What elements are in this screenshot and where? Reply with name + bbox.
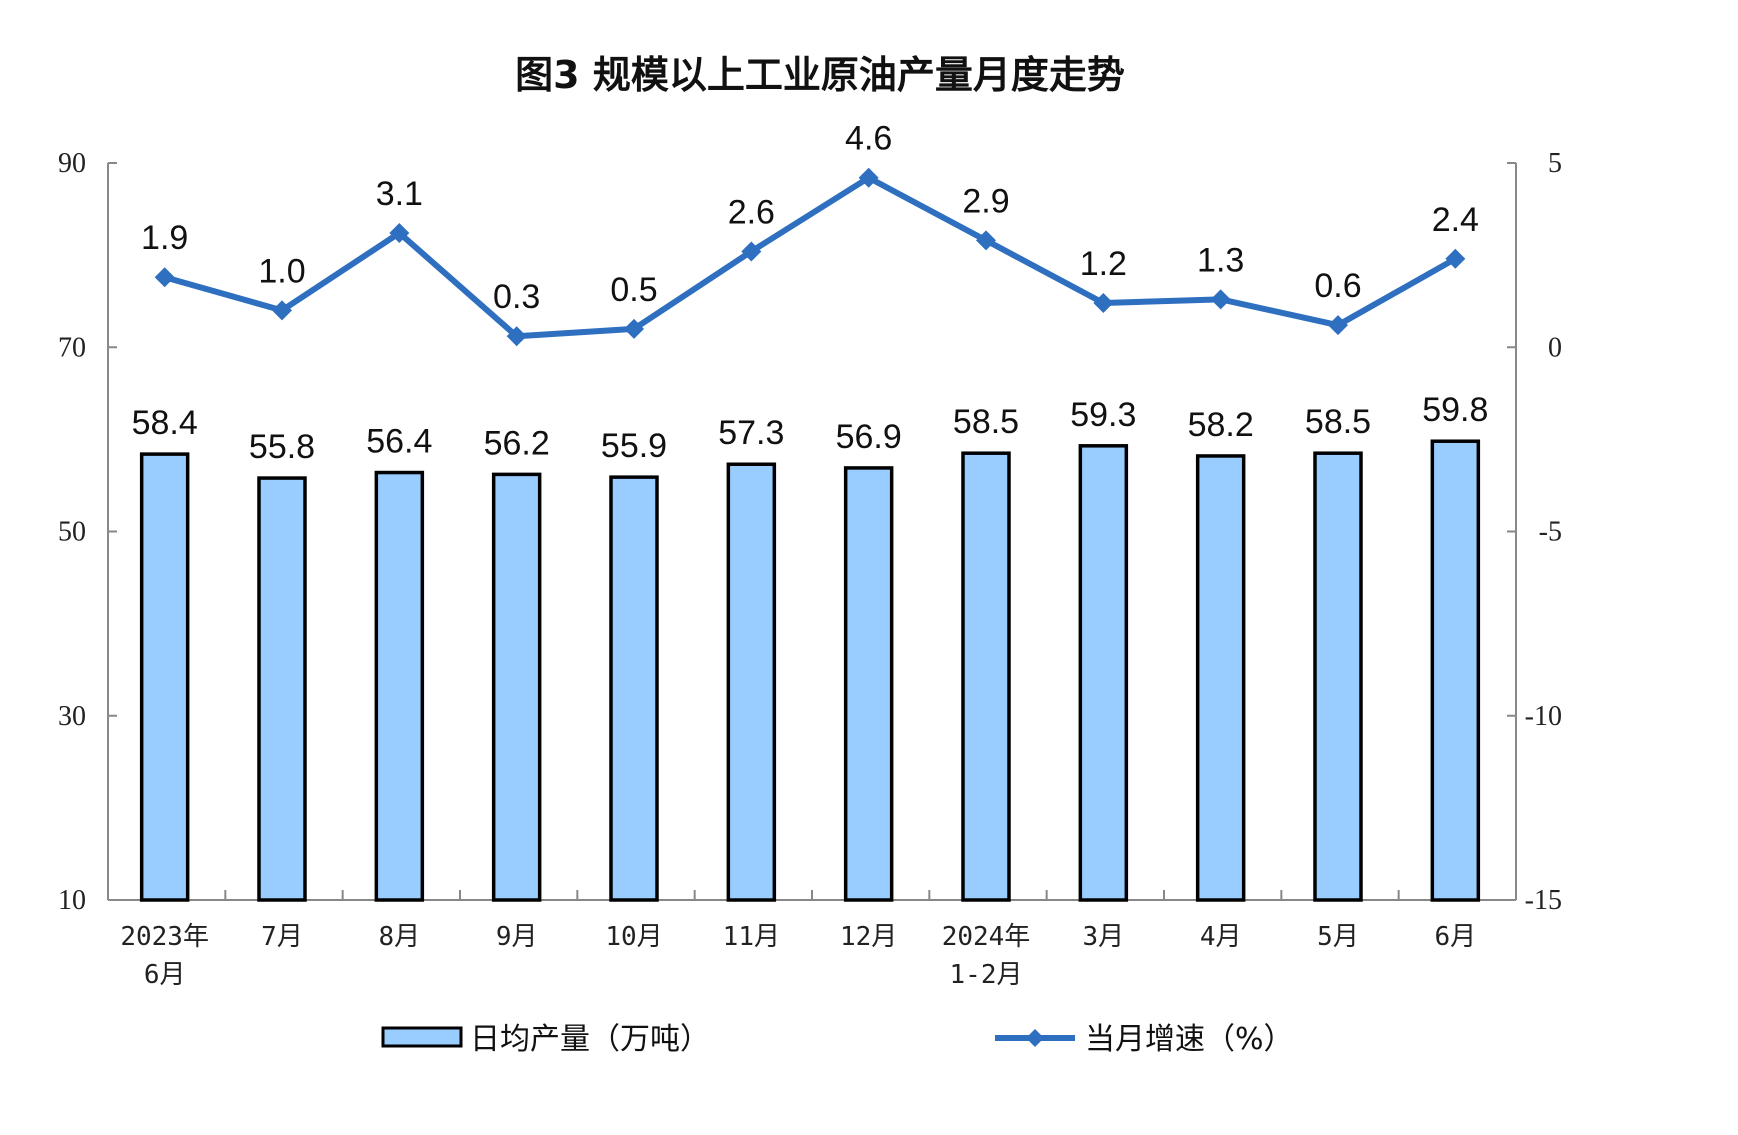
x-tick-label: 2023年	[120, 922, 209, 952]
x-tick-label: 11月	[723, 922, 780, 952]
bars	[139, 439, 1481, 902]
line-data-label: 0.6	[1314, 267, 1361, 305]
x-tick-label: 10月	[605, 922, 662, 952]
line-point-marker	[1210, 289, 1231, 310]
right-tick-label: 0	[1548, 332, 1562, 363]
x-tick-label: 5月	[1317, 922, 1359, 952]
line-point-marker	[506, 326, 527, 347]
line-point-marker	[1093, 293, 1114, 314]
line-data-label: 3.1	[376, 175, 423, 213]
bar	[139, 452, 190, 902]
bar-data-label: 55.9	[601, 427, 667, 465]
line-point-marker	[858, 167, 879, 188]
x-tick-label: 6月	[144, 960, 186, 990]
line-point-marker	[154, 267, 175, 288]
line-data-label: 1.3	[1197, 241, 1244, 279]
bar	[374, 470, 425, 902]
bar	[1313, 451, 1363, 902]
x-tick-label: 8月	[379, 922, 421, 952]
right-tick-label: 5	[1548, 148, 1562, 179]
legend-bar-label: 日均产量（万吨）	[470, 1022, 710, 1057]
bar-data-label: 55.8	[249, 428, 315, 466]
bar	[1078, 444, 1129, 902]
x-tick-label: 2024年	[942, 922, 1031, 952]
bar-data-label: 58.2	[1188, 406, 1254, 444]
right-tick-label: -10	[1525, 701, 1562, 732]
line-data-label: 2.9	[962, 182, 1009, 220]
bar-data-label: 59.8	[1422, 391, 1488, 429]
line-data-label: 0.5	[610, 271, 657, 309]
legend-diamond-marker	[1026, 1029, 1044, 1047]
bar	[609, 475, 659, 902]
right-tick-label: -15	[1525, 885, 1562, 916]
legend: 日均产量（万吨） 当月增速（%）	[381, 1022, 1294, 1057]
line-data-label: 1.2	[1080, 245, 1127, 283]
line-point-marker	[976, 230, 996, 251]
line-point-marker	[1328, 315, 1348, 336]
x-tick-label: 7月	[261, 922, 303, 952]
left-tick-label: 90	[58, 148, 86, 179]
bar	[491, 472, 542, 902]
bar-data-label: 56.9	[836, 418, 902, 456]
left-tick-label: 50	[58, 517, 86, 548]
bar-data-label: 59.3	[1070, 396, 1136, 434]
left-tick-label: 30	[58, 701, 86, 732]
bar	[1195, 454, 1246, 902]
bar-data-label: 56.4	[366, 423, 432, 461]
line-data-label: 2.4	[1432, 201, 1479, 239]
right-tick-label: -5	[1539, 517, 1562, 548]
line-point-marker	[389, 223, 410, 244]
line-data-label: 0.3	[493, 278, 540, 316]
line-data-label: 1.0	[258, 252, 305, 290]
bar-data-label: 58.5	[953, 403, 1019, 441]
bar	[726, 462, 777, 902]
left-tick-label: 10	[58, 885, 86, 916]
legend-line-label: 当月增速（%）	[1085, 1022, 1294, 1057]
bar-data-label: 56.2	[484, 424, 550, 462]
bar-data-label: 58.4	[132, 404, 198, 442]
line-point-marker	[1445, 248, 1466, 269]
x-tick-label: 9月	[496, 922, 538, 952]
line-data-label: 1.9	[141, 219, 188, 257]
x-tick-label: 6月	[1435, 922, 1477, 952]
bar-data-label: 57.3	[718, 414, 784, 452]
data-labels: 58.4 55.8 56.4 56.2 55.9 57.3 56.9 58.5 59.3 58.2…	[132, 120, 1489, 466]
line-data-label: 4.6	[845, 120, 892, 158]
bar-data-label: 58.5	[1305, 403, 1371, 441]
x-tick-label: 1-2月	[950, 960, 1023, 990]
line-point-marker	[272, 300, 292, 321]
legend-bar-swatch	[381, 1026, 463, 1048]
line-series	[154, 167, 1466, 347]
bar	[1430, 439, 1481, 902]
line-data-label: 2.6	[728, 193, 775, 231]
x-tick-label: 12月	[840, 922, 897, 952]
growth-line	[163, 174, 1457, 340]
chart-title: 图3 规模以上工业原油产量月度走势	[515, 53, 1125, 97]
x-tick-label: 4月	[1200, 922, 1242, 952]
left-tick-label: 70	[58, 332, 86, 363]
line-point-marker	[741, 241, 762, 262]
bar	[257, 476, 307, 902]
x-tick-label: 3月	[1083, 922, 1125, 952]
bar	[961, 451, 1011, 902]
line-point-marker	[624, 318, 644, 339]
bar	[843, 466, 894, 902]
